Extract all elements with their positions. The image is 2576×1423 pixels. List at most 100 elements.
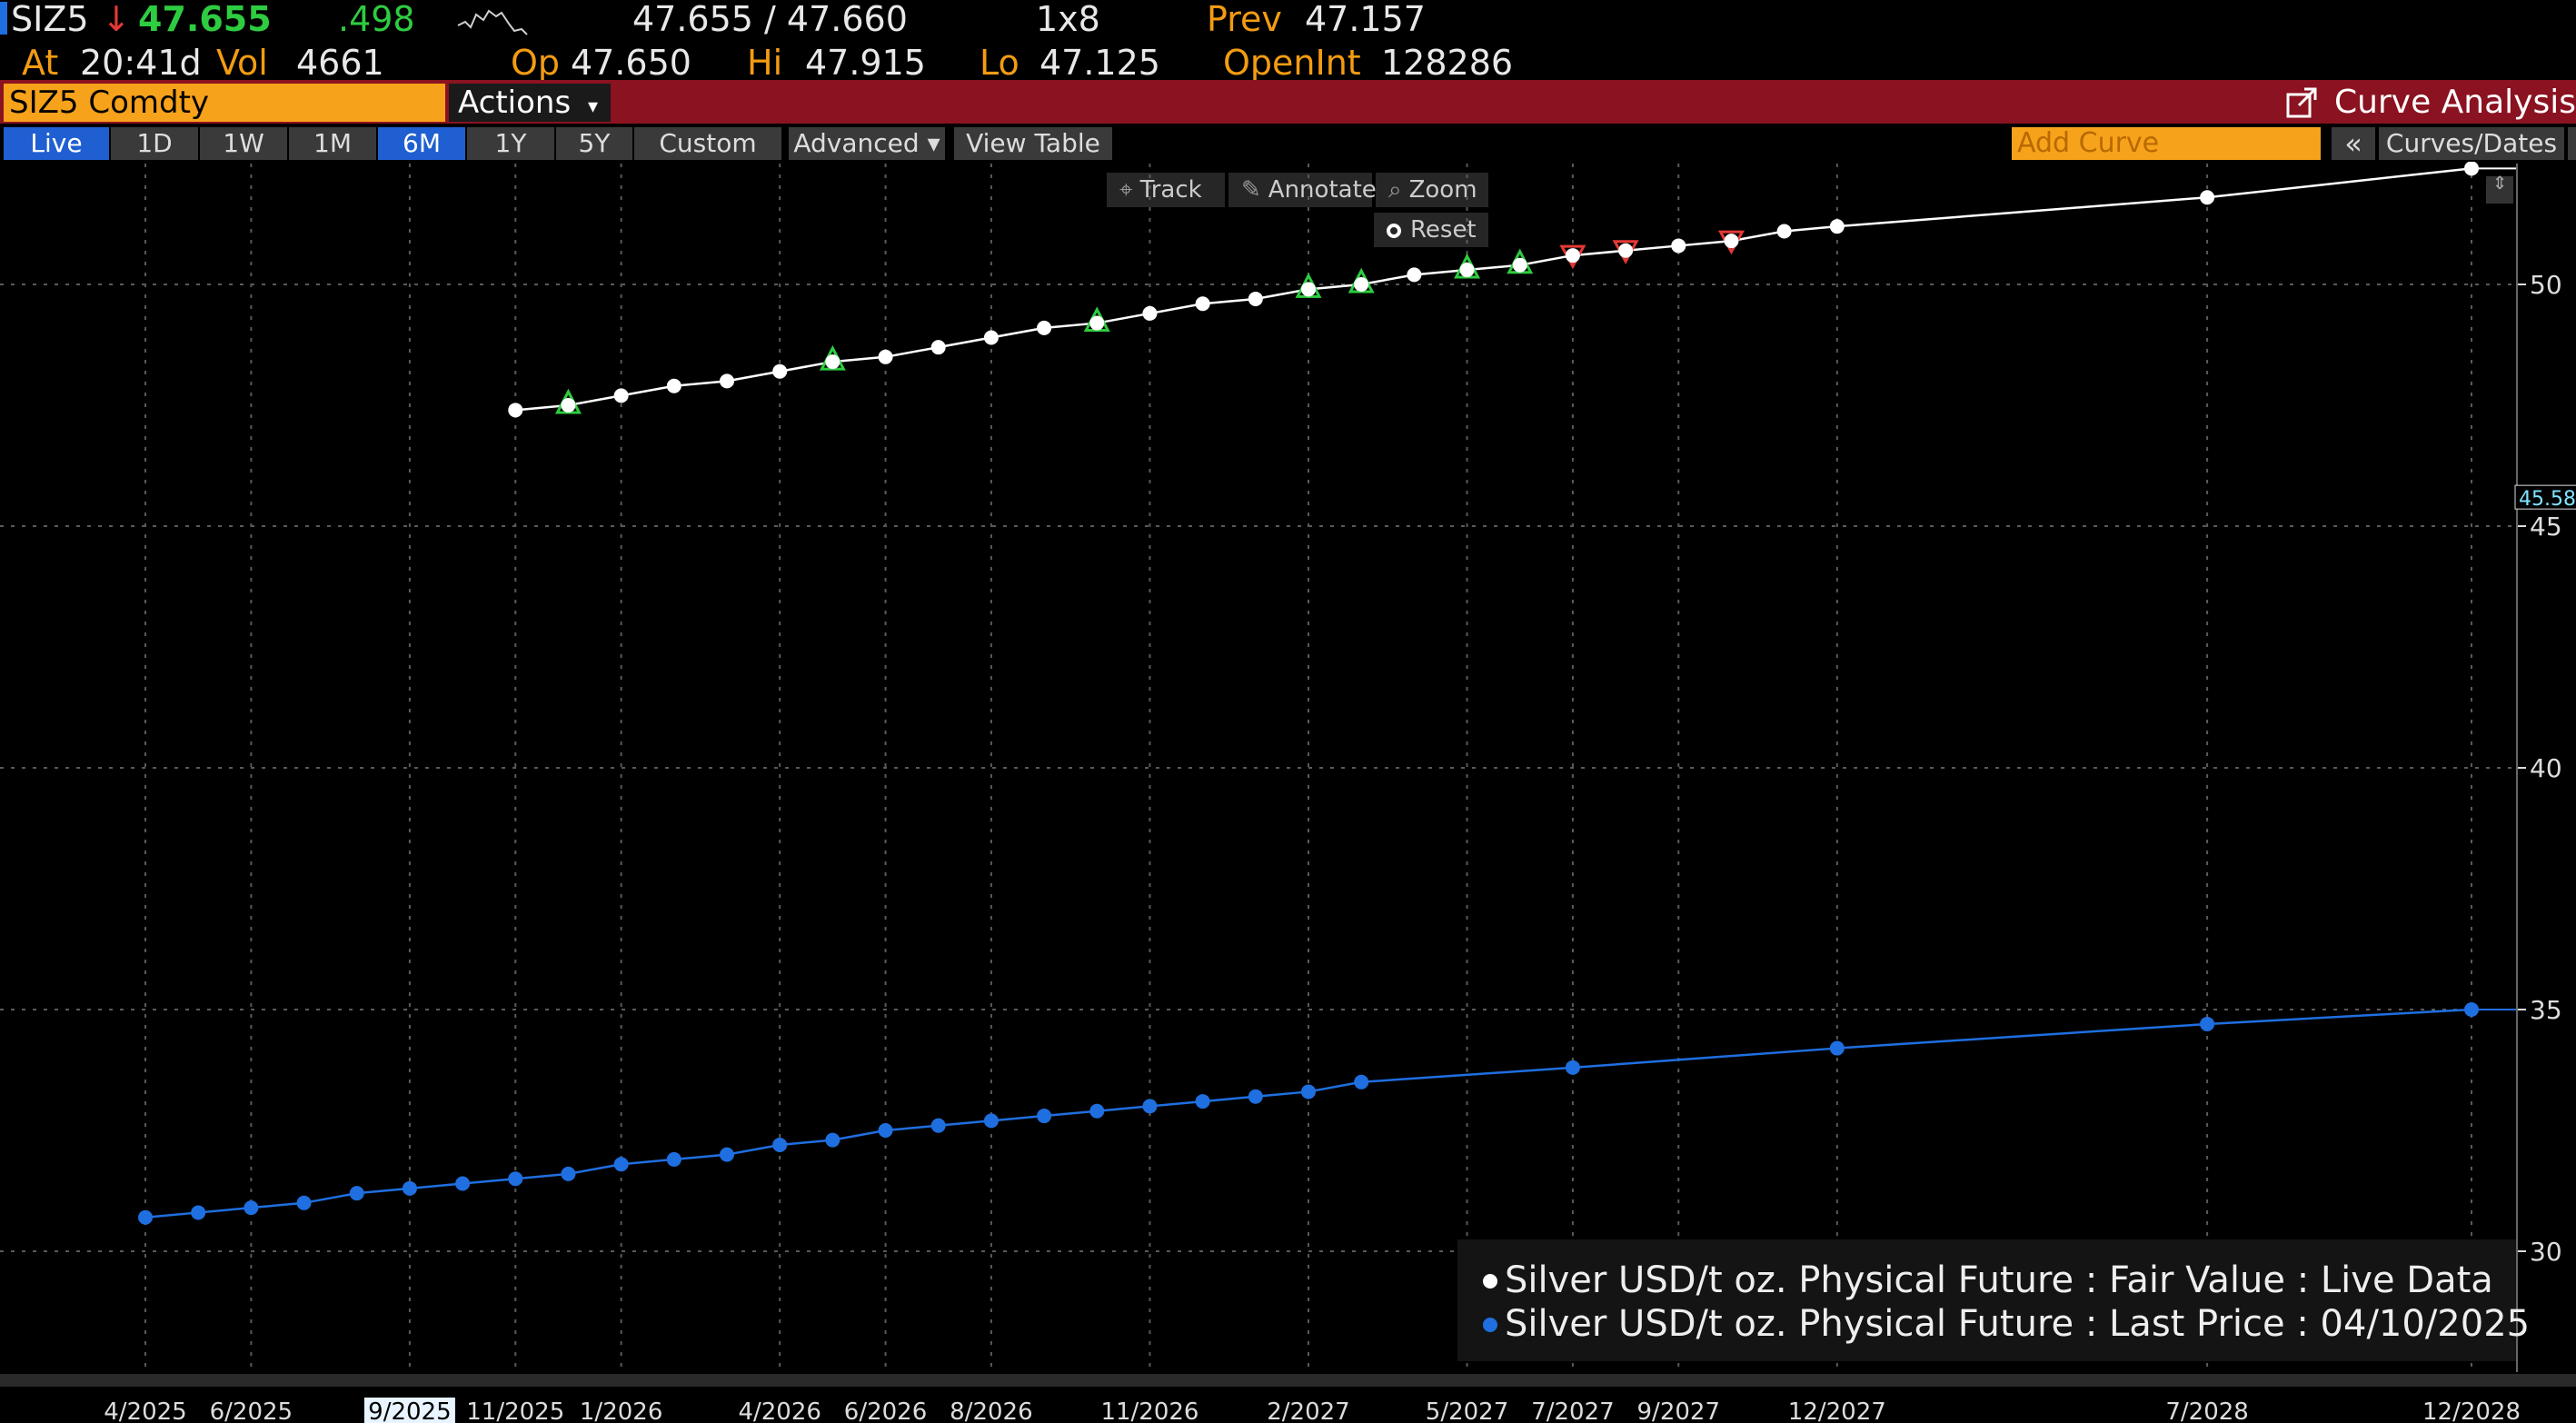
vol-value: 4661 [296, 43, 384, 83]
view-table-button[interactable]: View Table [954, 127, 1112, 160]
last-price-point[interactable] [720, 1147, 734, 1162]
last-price-point[interactable] [1195, 1094, 1210, 1110]
annotate-tool-button[interactable]: ✎ Annotate [1228, 173, 1377, 207]
last-price-point[interactable] [244, 1200, 259, 1216]
chart-options-button[interactable]: ⇕ [2486, 174, 2513, 204]
crosshair-icon: ⌖ [1119, 176, 1133, 204]
advanced-dropdown[interactable]: Advanced ▾ [789, 127, 945, 160]
fair-value-point[interactable] [1407, 267, 1422, 283]
y-tick-label: 40 [2530, 753, 2562, 783]
reset-button[interactable]: Reset [1374, 213, 1488, 247]
fair-value-point[interactable] [1301, 282, 1316, 297]
x-tick-label: 11/2026 [1100, 1398, 1198, 1423]
reset-label: Reset [1410, 216, 1477, 244]
tab-6m[interactable]: 6M [378, 127, 465, 160]
fair-value-point[interactable] [772, 363, 788, 379]
fair-value-point[interactable] [1459, 263, 1475, 278]
chevron-down-icon: ▾ [588, 95, 599, 118]
last-price-point[interactable] [772, 1137, 788, 1152]
x-tick-label: 6/2026 [844, 1398, 927, 1423]
fair-value-point[interactable] [1195, 296, 1210, 312]
x-tick-label: 4/2026 [738, 1398, 821, 1423]
fair-value-point[interactable] [983, 330, 999, 345]
last-price-point[interactable] [2464, 1002, 2479, 1017]
last-price-point[interactable] [402, 1180, 417, 1196]
security-input[interactable]: SIZ5 Comdty [4, 84, 445, 122]
last-price-point[interactable] [1142, 1099, 1158, 1114]
add-curve-input[interactable]: Add Curve [2012, 127, 2321, 160]
fair-value-point[interactable] [1829, 219, 1845, 234]
last-price-point[interactable] [191, 1205, 206, 1220]
tab-custom[interactable]: Custom [634, 127, 781, 160]
fair-value-point[interactable] [1354, 277, 1369, 292]
last-price-point[interactable] [1829, 1040, 1845, 1056]
last-price-point[interactable] [930, 1118, 946, 1133]
fair-value-point[interactable] [561, 398, 576, 413]
fair-value-point[interactable] [1037, 320, 1052, 335]
fair-value-point[interactable] [1089, 315, 1105, 331]
last-price-point[interactable] [1089, 1103, 1105, 1119]
curve-analysis-title[interactable]: Curve Analysis [2285, 84, 2576, 122]
last-price-point[interactable] [825, 1132, 840, 1148]
fair-value-point[interactable] [1565, 248, 1580, 264]
last-price-point[interactable] [1248, 1089, 1263, 1104]
last-price-point[interactable] [878, 1123, 893, 1138]
last-price-point[interactable] [138, 1209, 153, 1225]
actions-label: Actions [458, 85, 572, 121]
legend-item-last-price[interactable]: Silver USD/t oz. Physical Future : Last … [1505, 1303, 2531, 1345]
x-tick-label: 12/2027 [1788, 1398, 1886, 1423]
x-tick-label: 4/2025 [104, 1398, 186, 1423]
fair-value-point[interactable] [1248, 291, 1263, 306]
fair-value-point[interactable] [1618, 243, 1634, 258]
last-price-point[interactable] [613, 1157, 629, 1172]
magnifier-icon: ⌕ [1388, 176, 1402, 204]
tab-1d[interactable]: 1D [111, 127, 198, 160]
actions-menu-button[interactable]: Actions ▾ [449, 84, 611, 122]
last-price-point[interactable] [349, 1186, 364, 1201]
collapse-panel-button[interactable]: « [2332, 127, 2375, 160]
fair-value-point[interactable] [930, 340, 946, 355]
fair-value-point[interactable] [2464, 162, 2479, 176]
last-price-point[interactable] [983, 1113, 999, 1129]
last-price-point[interactable] [508, 1171, 523, 1187]
fair-value-point[interactable] [1671, 238, 1686, 254]
fair-value-point[interactable] [1724, 234, 1739, 249]
fair-value-point[interactable] [666, 378, 681, 393]
last-price-point[interactable] [2200, 1016, 2215, 1031]
tab-1m[interactable]: 1M [289, 127, 376, 160]
last-price-point[interactable] [561, 1166, 576, 1181]
price-change: .498 [338, 0, 415, 39]
down-arrow-icon: ↓ [102, 0, 131, 39]
legend-item-fair-value[interactable]: Silver USD/t oz. Physical Future : Fair … [1505, 1259, 2493, 1301]
curve-chart[interactable]: 30 35 40 45 50 4/2025 6/2025 9/2025 11/2025 1/202… [0, 162, 2576, 1423]
tab-1w[interactable]: 1W [200, 127, 287, 160]
popout-icon[interactable] [2285, 87, 2318, 120]
fair-value-point[interactable] [825, 354, 840, 370]
last-price-point[interactable] [455, 1176, 471, 1191]
last-price-point[interactable] [666, 1151, 681, 1167]
last-price-point[interactable] [1354, 1074, 1369, 1090]
last-price-point[interactable] [1301, 1084, 1316, 1100]
timeline-scrollbar[interactable] [0, 1374, 2576, 1387]
zoom-tool-button[interactable]: ⌕ Zoom [1376, 173, 1488, 207]
fair-value-point[interactable] [1142, 305, 1158, 321]
tab-1y[interactable]: 1Y [467, 127, 554, 160]
last-price-point[interactable] [1037, 1109, 1052, 1124]
fair-value-point[interactable] [508, 403, 523, 418]
last-price-point[interactable] [1565, 1060, 1580, 1075]
fair-value-point[interactable] [2200, 190, 2215, 205]
fair-value-point[interactable] [878, 349, 893, 364]
fair-value-point[interactable] [1512, 257, 1527, 273]
curves-dates-button[interactable]: Curves/Dates [2379, 127, 2564, 160]
bid-ask: 47.655 / 47.660 [632, 0, 908, 39]
fair-value-point[interactable] [613, 388, 629, 403]
fair-value-point[interactable] [1776, 224, 1792, 239]
tab-live[interactable]: Live [4, 127, 109, 160]
y-tick-label: 30 [2530, 1237, 2562, 1267]
open-value: 47.650 [571, 43, 691, 83]
fair-value-point[interactable] [720, 373, 734, 389]
sparkline-icon [457, 9, 528, 35]
tab-5y[interactable]: 5Y [556, 127, 632, 160]
panel-edge-button[interactable] [2568, 127, 2576, 160]
last-price-point[interactable] [296, 1195, 312, 1210]
